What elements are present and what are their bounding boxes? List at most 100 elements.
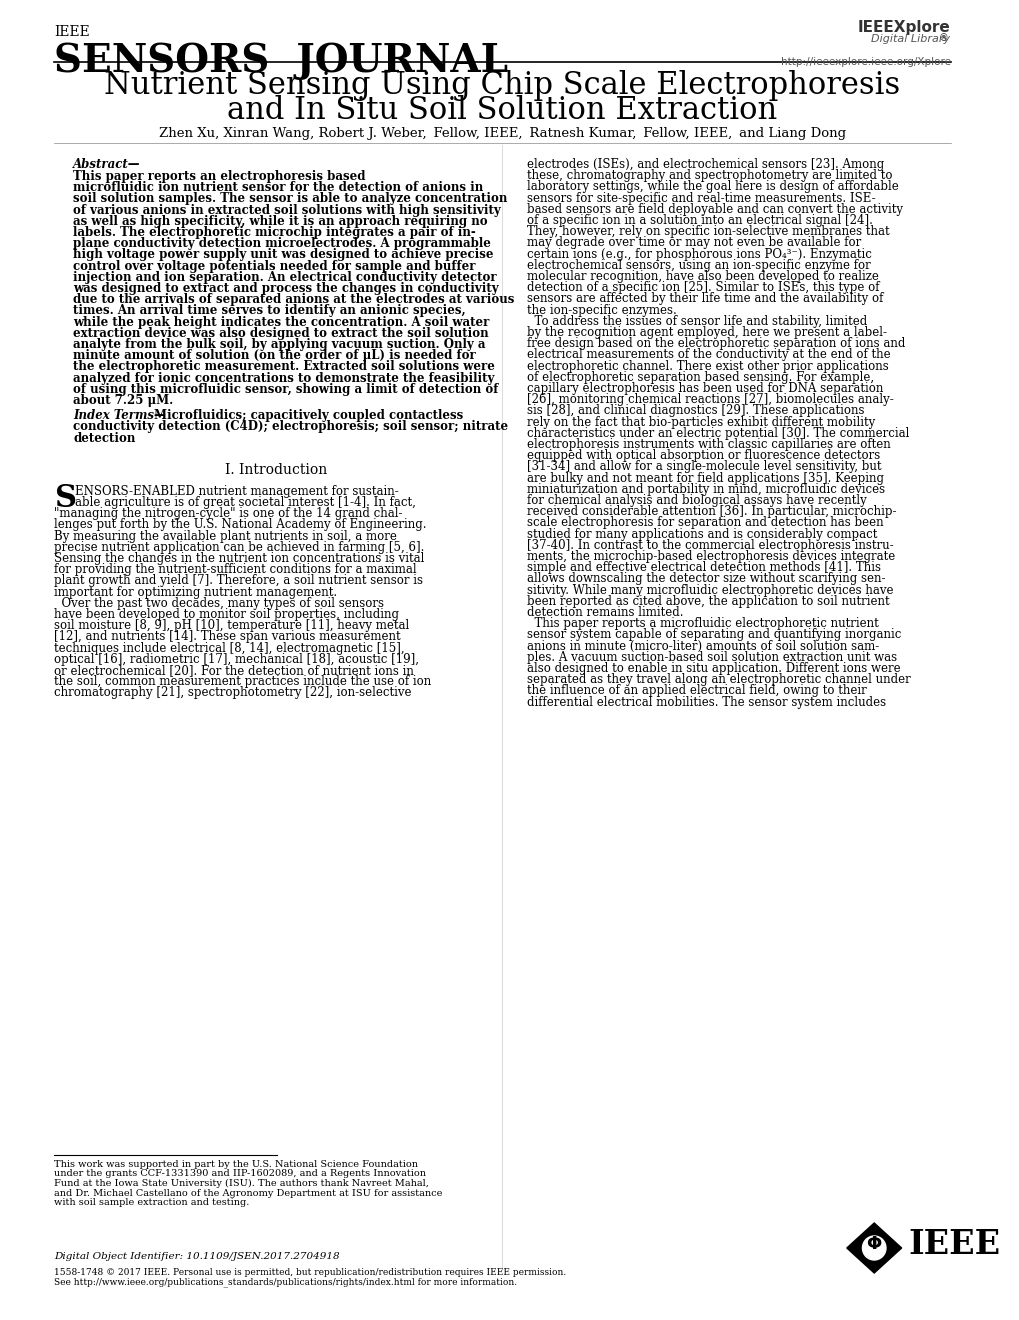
Text: laboratory settings, while the goal here is design of affordable: laboratory settings, while the goal here… — [526, 181, 898, 194]
Text: ples. A vacuum suction-based soil solution extraction unit was: ples. A vacuum suction-based soil soluti… — [526, 651, 896, 664]
Text: analyzed for ionic concentrations to demonstrate the feasibility: analyzed for ionic concentrations to dem… — [73, 372, 494, 384]
Text: SENSORS  JOURNAL: SENSORS JOURNAL — [54, 42, 507, 81]
Text: By measuring the available plant nutrients in soil, a more: By measuring the available plant nutrien… — [54, 529, 396, 543]
Text: Digital Library: Digital Library — [870, 34, 950, 44]
Text: the electrophoretic measurement. Extracted soil solutions were: the electrophoretic measurement. Extract… — [73, 360, 495, 374]
Text: scale electrophoresis for separation and detection has been: scale electrophoresis for separation and… — [526, 516, 882, 529]
Text: Abstract—: Abstract— — [73, 158, 141, 172]
Text: [26], monitoring chemical reactions [27], biomolecules analy-: [26], monitoring chemical reactions [27]… — [526, 393, 893, 407]
Text: optical [16], radiometric [17], mechanical [18], acoustic [19],: optical [16], radiometric [17], mechanic… — [54, 653, 419, 665]
Text: miniaturization and portability in mind, microfluidic devices: miniaturization and portability in mind,… — [526, 483, 883, 496]
Text: free design based on the electrophoretic separation of ions and: free design based on the electrophoretic… — [526, 337, 904, 350]
Text: ®: ® — [937, 33, 948, 44]
Text: precise nutrient application can be achieved in farming [5, 6].: precise nutrient application can be achi… — [54, 541, 424, 554]
Text: chromatography [21], spectrophotometry [22], ion-selective: chromatography [21], spectrophotometry [… — [54, 686, 411, 700]
Text: the ion-specific enzymes.: the ion-specific enzymes. — [526, 304, 676, 317]
Text: IEEEXplore: IEEEXplore — [857, 20, 950, 36]
Text: about 7.25 μM.: about 7.25 μM. — [73, 393, 173, 407]
Text: IEEE: IEEE — [908, 1228, 1000, 1261]
Text: have been developed to monitor soil properties, including: have been developed to monitor soil prop… — [54, 609, 398, 620]
Text: may degrade over time or may not even be available for: may degrade over time or may not even be… — [526, 236, 860, 249]
Text: sis [28], and clinical diagnostics [29]. These applications: sis [28], and clinical diagnostics [29].… — [526, 404, 863, 417]
Circle shape — [862, 1236, 886, 1261]
Text: sensors for site-specific and real-time measurements. ISE-: sensors for site-specific and real-time … — [526, 191, 874, 205]
Text: minute amount of solution (on the order of μL) is needed for: minute amount of solution (on the order … — [73, 350, 476, 362]
Text: allows downscaling the detector size without scarifying sen-: allows downscaling the detector size wit… — [526, 573, 884, 585]
Text: See http://www.ieee.org/publications_standards/publications/rights/index.html fo: See http://www.ieee.org/publications_sta… — [54, 1276, 517, 1287]
Text: labels. The electrophoretic microchip integrates a pair of in-: labels. The electrophoretic microchip in… — [73, 226, 476, 239]
Text: extraction device was also designed to extract the soil solution: extraction device was also designed to e… — [73, 327, 488, 339]
Text: by the recognition agent employed, here we present a label-: by the recognition agent employed, here … — [526, 326, 886, 339]
Text: while the peak height indicates the concentration. A soil water: while the peak height indicates the conc… — [73, 315, 489, 329]
Text: IEEE: IEEE — [54, 25, 90, 40]
Text: Sensing the changes in the nutrient ion concentrations is vital: Sensing the changes in the nutrient ion … — [54, 552, 424, 565]
Text: detection of a specific ion [25]. Similar to ISEs, this type of: detection of a specific ion [25]. Simila… — [526, 281, 878, 294]
Text: times. An arrival time serves to identify an anionic species,: times. An arrival time serves to identif… — [73, 305, 466, 317]
Text: and In Situ Soil Solution Extraction: and In Situ Soil Solution Extraction — [227, 95, 776, 125]
Text: Nutrient Sensing Using Chip Scale Electrophoresis: Nutrient Sensing Using Chip Scale Electr… — [104, 70, 900, 102]
Text: these, chromatography and spectrophotometry are limited to: these, chromatography and spectrophotome… — [526, 169, 892, 182]
Text: based sensors are field deployable and can convert the activity: based sensors are field deployable and c… — [526, 203, 902, 215]
Text: differential electrical mobilities. The sensor system includes: differential electrical mobilities. The … — [526, 696, 884, 709]
Text: anions in minute (micro-liter) amounts of soil solution sam-: anions in minute (micro-liter) amounts o… — [526, 640, 878, 652]
Text: I. Introduction: I. Introduction — [225, 463, 327, 477]
Text: electrophoretic channel. There exist other prior applications: electrophoretic channel. There exist oth… — [526, 359, 888, 372]
Text: detection: detection — [73, 432, 136, 445]
Text: received considerable attention [36]. In particular, microchip-: received considerable attention [36]. In… — [526, 506, 896, 519]
Text: Zhen Xu, Xinran Wang, Robert J. Weber,  Fellow, IEEE,  Ratnesh Kumar,  Fellow, I: Zhen Xu, Xinran Wang, Robert J. Weber, F… — [159, 127, 845, 140]
Text: Fund at the Iowa State University (ISU). The authors thank Navreet Mahal,: Fund at the Iowa State University (ISU).… — [54, 1179, 428, 1188]
Text: been reported as cited above, the application to soil nutrient: been reported as cited above, the applic… — [526, 595, 889, 607]
Text: microfluidic ion nutrient sensor for the detection of anions in: microfluidic ion nutrient sensor for the… — [73, 181, 483, 194]
Text: for providing the nutrient-sufficient conditions for a maximal: for providing the nutrient-sufficient co… — [54, 564, 416, 577]
Text: as well as high specificity, while it is an approach requiring no: as well as high specificity, while it is… — [73, 215, 487, 228]
Text: This paper reports an electrophoresis based: This paper reports an electrophoresis ba… — [73, 170, 366, 183]
Text: analyte from the bulk soil, by applying vacuum suction. Only a: analyte from the bulk soil, by applying … — [73, 338, 485, 351]
Text: studied for many applications and is considerably compact: studied for many applications and is con… — [526, 528, 876, 541]
Text: able agriculture is of great societal interest [1-4]. In fact,: able agriculture is of great societal in… — [75, 496, 416, 510]
Text: electrochemical sensors, using an ion-specific enzyme for: electrochemical sensors, using an ion-sp… — [526, 259, 869, 272]
Text: characteristics under an electric potential [30]. The commercial: characteristics under an electric potent… — [526, 426, 908, 440]
Text: equipped with optical absorption or fluorescence detectors: equipped with optical absorption or fluo… — [526, 449, 879, 462]
Text: Over the past two decades, many types of soil sensors: Over the past two decades, many types of… — [54, 597, 383, 610]
Text: sensors are affected by their life time and the availability of: sensors are affected by their life time … — [526, 293, 882, 305]
Text: To address the issues of sensor life and stability, limited: To address the issues of sensor life and… — [526, 314, 866, 327]
Text: ments, the microchip-based electrophoresis devices integrate: ments, the microchip-based electrophores… — [526, 550, 894, 564]
Text: Index Terms—: Index Terms— — [73, 409, 166, 422]
Text: separated as they travel along an electrophoretic channel under: separated as they travel along an electr… — [526, 673, 910, 686]
Text: Φ: Φ — [866, 1236, 881, 1253]
Text: soil solution samples. The sensor is able to analyze concentration: soil solution samples. The sensor is abl… — [73, 193, 507, 206]
Text: of various anions in extracted soil solutions with high sensitivity: of various anions in extracted soil solu… — [73, 203, 500, 216]
Text: plant growth and yield [7]. Therefore, a soil nutrient sensor is: plant growth and yield [7]. Therefore, a… — [54, 574, 422, 587]
Text: techniques include electrical [8, 14], electromagnetic [15],: techniques include electrical [8, 14], e… — [54, 642, 404, 655]
Text: Microfluidics; capacitively coupled contactless: Microfluidics; capacitively coupled cont… — [154, 409, 463, 422]
Text: This work was supported in part by the U.S. National Science Foundation: This work was supported in part by the U… — [54, 1160, 418, 1170]
Text: sitivity. While many microfluidic electrophoretic devices have: sitivity. While many microfluidic electr… — [526, 583, 893, 597]
Text: and Dr. Michael Castellano of the Agronomy Department at ISU for assistance: and Dr. Michael Castellano of the Agrono… — [54, 1188, 441, 1197]
Text: under the grants CCF-1331390 and IIP-1602089, and a Regents Innovation: under the grants CCF-1331390 and IIP-160… — [54, 1170, 425, 1179]
Text: Digital Object Identifier: 10.1109/JSEN.2017.2704918: Digital Object Identifier: 10.1109/JSEN.… — [54, 1251, 339, 1261]
Polygon shape — [846, 1224, 901, 1272]
Text: conductivity detection (C4D); electrophoresis; soil sensor; nitrate: conductivity detection (C4D); electropho… — [73, 420, 508, 433]
Text: detection remains limited.: detection remains limited. — [526, 606, 683, 619]
Text: electrodes (ISEs), and electrochemical sensors [23]. Among: electrodes (ISEs), and electrochemical s… — [526, 158, 883, 172]
Text: soil moisture [8, 9], pH [10], temperature [11], heavy metal: soil moisture [8, 9], pH [10], temperatu… — [54, 619, 409, 632]
Text: also designed to enable in situ application. Different ions were: also designed to enable in situ applicat… — [526, 663, 900, 675]
Text: This paper reports a microfluidic electrophoretic nutrient: This paper reports a microfluidic electr… — [526, 618, 877, 630]
Text: molecular recognition, have also been developed to realize: molecular recognition, have also been de… — [526, 271, 877, 282]
Text: electrical measurements of the conductivity at the end of the: electrical measurements of the conductiv… — [526, 348, 890, 362]
Text: simple and effective electrical detection methods [41]. This: simple and effective electrical detectio… — [526, 561, 879, 574]
Text: S: S — [55, 483, 76, 513]
Text: are bulky and not meant for field applications [35]. Keeping: are bulky and not meant for field applic… — [526, 471, 882, 484]
Text: injection and ion separation. An electrical conductivity detector: injection and ion separation. An electri… — [73, 271, 496, 284]
Text: high voltage power supply unit was designed to achieve precise: high voltage power supply unit was desig… — [73, 248, 493, 261]
Text: http://ieeexplore.ieee.org/Xplore: http://ieeexplore.ieee.org/Xplore — [780, 57, 950, 67]
Text: due to the arrivals of separated anions at the electrodes at various: due to the arrivals of separated anions … — [73, 293, 515, 306]
Text: of using this microfluidic sensor, showing a limit of detection of: of using this microfluidic sensor, showi… — [73, 383, 498, 396]
Text: was designed to extract and process the changes in conductivity: was designed to extract and process the … — [73, 282, 498, 294]
Text: of electrophoretic separation based sensing. For example,: of electrophoretic separation based sens… — [526, 371, 873, 384]
Text: the soil, common measurement practices include the use of ion: the soil, common measurement practices i… — [54, 676, 431, 688]
Text: capillary electrophoresis has been used for DNA separation: capillary electrophoresis has been used … — [526, 381, 882, 395]
Text: [37-40]. In contrast to the commercial electrophoresis instru-: [37-40]. In contrast to the commercial e… — [526, 539, 893, 552]
Text: electrophoresis instruments with classic capillaries are often: electrophoresis instruments with classic… — [526, 438, 890, 451]
Text: [31-34] and allow for a single-molecule level sensitivity, but: [31-34] and allow for a single-molecule … — [526, 461, 880, 474]
